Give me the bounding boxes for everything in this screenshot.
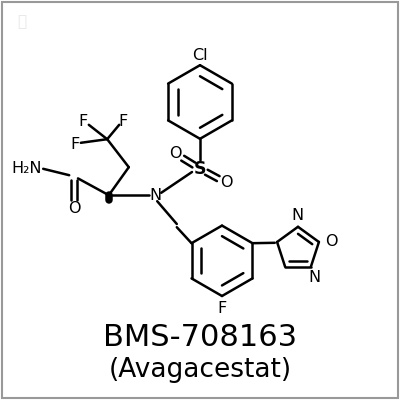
Text: N: N [149, 188, 161, 203]
Text: 🍄: 🍄 [18, 14, 26, 30]
Text: N: N [308, 270, 320, 285]
Text: O: O [169, 146, 182, 161]
Text: BMS-708163: BMS-708163 [103, 324, 297, 352]
Text: F: F [78, 114, 88, 129]
Text: H₂N: H₂N [12, 161, 42, 176]
Text: O: O [68, 201, 80, 216]
Text: (Avagacestat): (Avagacestat) [108, 357, 292, 383]
Text: F: F [70, 137, 80, 152]
Text: F: F [118, 114, 128, 129]
Text: F: F [217, 301, 227, 316]
Text: N: N [291, 208, 303, 223]
Text: O: O [220, 175, 232, 190]
Text: S: S [194, 160, 206, 178]
Text: Cl: Cl [192, 48, 208, 63]
Text: O: O [325, 234, 337, 249]
